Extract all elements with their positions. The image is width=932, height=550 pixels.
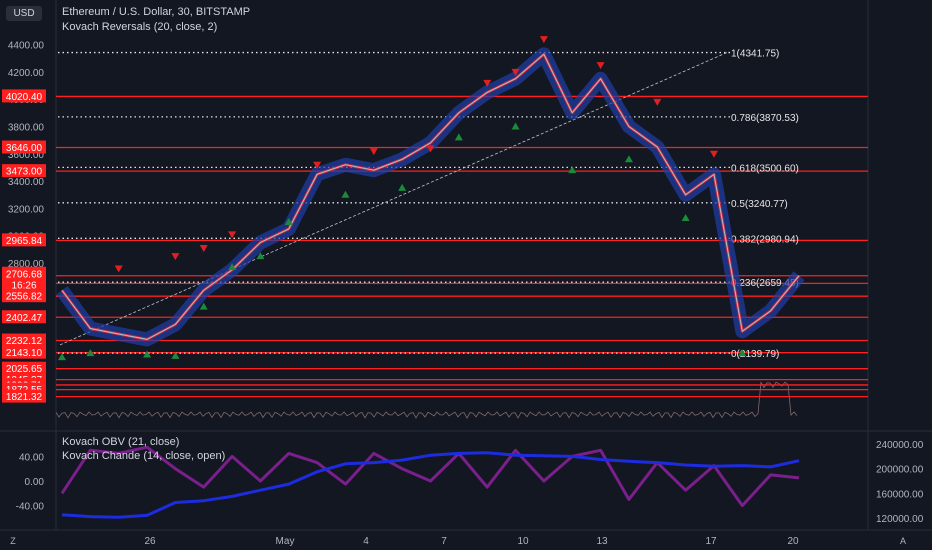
fib-level-label: 0.382(2980.94) xyxy=(731,234,799,245)
level-price-label: 2402.47 xyxy=(6,313,43,324)
price-tick-label: 4200.00 xyxy=(8,68,45,79)
oscillator-tick-label: 40.00 xyxy=(19,452,44,463)
sell-marker xyxy=(171,253,180,261)
obv-tick-label: 120000.00 xyxy=(876,514,924,525)
time-tick-label: 13 xyxy=(596,536,608,547)
buy-marker xyxy=(624,155,633,163)
price-tick-label: 2800.00 xyxy=(8,259,45,270)
buy-marker xyxy=(86,349,95,357)
buy-marker xyxy=(454,133,463,141)
fib-level-label: 0.618(3500.60) xyxy=(731,163,799,174)
buy-marker xyxy=(511,122,520,130)
fib-level-label: 1(4341.75) xyxy=(731,49,779,60)
level-price-badge xyxy=(2,345,46,359)
time-tick-label: 10 xyxy=(517,536,529,547)
sell-marker xyxy=(114,265,123,273)
sell-marker xyxy=(709,150,718,158)
sell-marker xyxy=(511,68,520,76)
obv-tick-label: 160000.00 xyxy=(876,489,924,500)
currency-badge[interactable]: USD xyxy=(6,6,42,21)
level-price-badge xyxy=(2,310,46,324)
time-tick-label: 7 xyxy=(441,536,447,547)
sell-marker xyxy=(596,62,605,70)
buy-marker xyxy=(199,302,208,310)
buy-marker xyxy=(341,190,350,198)
buy-marker xyxy=(284,218,293,226)
buy-marker xyxy=(58,353,66,361)
indicator-label-chande: Kovach Chande (14, close, open) xyxy=(62,450,226,462)
fib-level-label: 0.236(2659.45) xyxy=(731,278,799,289)
buy-marker xyxy=(681,213,690,221)
level-price-label: 2025.65 xyxy=(6,364,43,375)
fib-level-label: 0.786(3870.53) xyxy=(731,113,799,124)
level-price-label: 2965.84 xyxy=(6,236,43,247)
level-price-badge xyxy=(2,233,46,247)
level-price-label: 2556.82 xyxy=(6,292,43,303)
obv-tick-label: 240000.00 xyxy=(876,440,924,451)
sell-marker xyxy=(653,98,662,106)
level-price-label: 2232.12 xyxy=(6,336,43,347)
oscillator-tick-label: 0.00 xyxy=(25,477,45,488)
countdown-label: 16:26 xyxy=(11,281,36,292)
buy-marker xyxy=(568,166,577,174)
chart-title: Ethereum / U.S. Dollar, 30, BITSTAMP xyxy=(62,6,251,18)
level-price-label: 1821.32 xyxy=(6,392,43,403)
sell-marker xyxy=(228,231,237,239)
fib-level-label: 0.5(3240.77) xyxy=(731,199,788,210)
time-tick-label: 26 xyxy=(144,536,156,547)
buy-marker xyxy=(143,350,152,358)
level-price-badge xyxy=(2,333,46,347)
level-price-badge xyxy=(2,140,46,154)
volume-line xyxy=(55,381,798,419)
level-price-badge xyxy=(2,361,46,375)
time-tick-label: 4 xyxy=(363,536,369,547)
sell-marker xyxy=(483,79,492,87)
buy-marker xyxy=(738,349,747,357)
sell-marker xyxy=(539,36,548,44)
price-line xyxy=(61,53,800,340)
level-price-badge xyxy=(2,164,46,178)
buy-marker xyxy=(228,263,237,271)
time-tick-label: 17 xyxy=(705,536,717,547)
level-price-label: 3646.00 xyxy=(6,143,43,154)
sell-marker xyxy=(313,161,322,169)
level-price-badge xyxy=(2,89,46,103)
obv-line xyxy=(61,451,800,519)
sell-marker xyxy=(426,145,435,153)
indicator-label-reversals: Kovach Reversals (20, close, 2) xyxy=(62,21,218,33)
buy-marker xyxy=(256,252,265,260)
price-tick-label: 3200.00 xyxy=(8,204,45,215)
last-price-badge xyxy=(2,266,46,292)
level-price-label: 4020.40 xyxy=(6,92,43,103)
level-price-badge xyxy=(2,389,46,403)
auto-scale-button[interactable]: A xyxy=(899,536,906,546)
obv-tick-label: 200000.00 xyxy=(876,465,924,476)
sell-marker xyxy=(199,244,208,252)
indicator-label-obv: Kovach OBV (21, close) xyxy=(62,436,180,448)
level-price-badge xyxy=(2,289,46,303)
sell-marker xyxy=(369,148,378,156)
zoom-corner-button[interactable]: Z xyxy=(10,536,16,546)
buy-marker xyxy=(398,183,407,191)
oscillator-tick-label: -40.00 xyxy=(16,502,45,513)
chande-line xyxy=(60,445,800,508)
price-tick-label: 3400.00 xyxy=(8,177,45,188)
last-price-label: 2706.68 xyxy=(6,270,43,281)
time-tick-label: 20 xyxy=(787,536,799,547)
level-price-label: 2143.10 xyxy=(6,348,43,359)
price-tick-label: 4400.00 xyxy=(8,41,45,52)
fib-level-label: 0(2139.79) xyxy=(731,349,779,360)
time-tick-label: May xyxy=(276,536,295,547)
price-tick-label: 3600.00 xyxy=(8,150,45,161)
level-price-label: 3473.00 xyxy=(6,167,43,178)
buy-marker xyxy=(171,351,180,359)
price-tick-label: 3800.00 xyxy=(8,123,45,134)
